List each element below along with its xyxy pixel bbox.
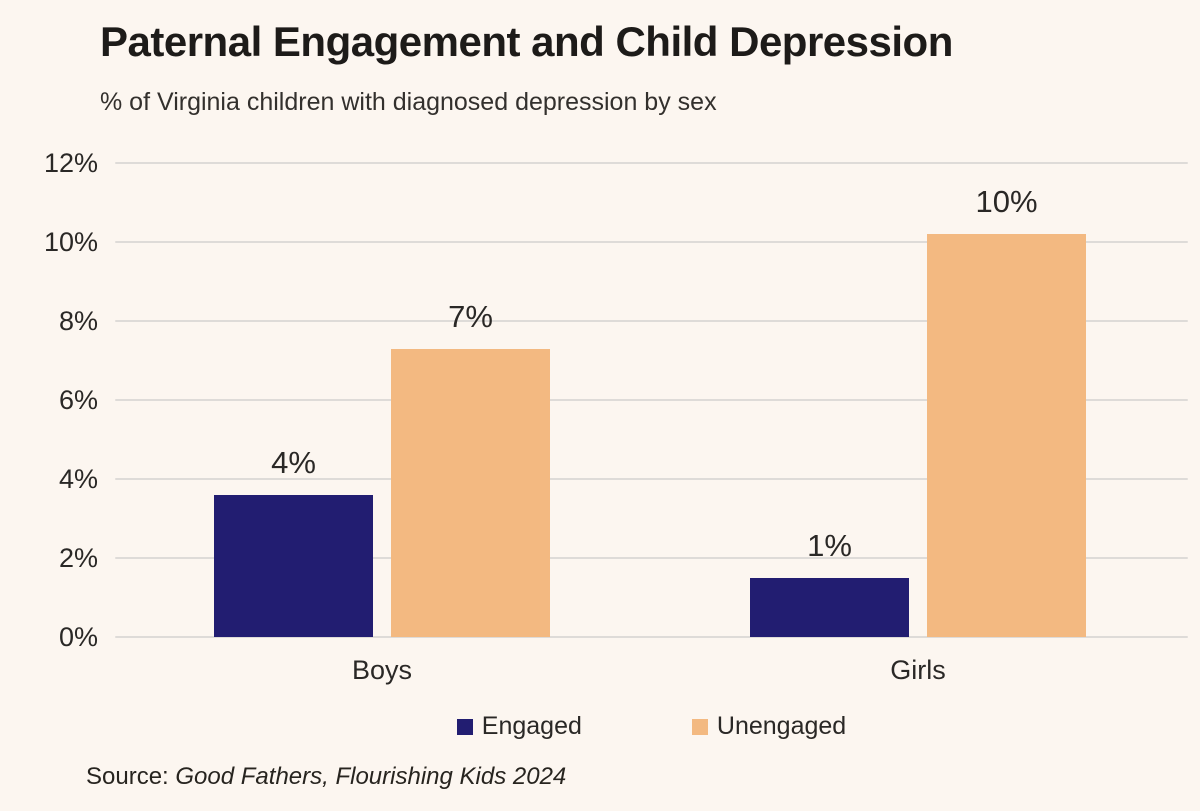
chart-title: Paternal Engagement and Child Depression xyxy=(100,18,953,65)
gridline xyxy=(115,320,1188,322)
gridline xyxy=(115,557,1188,559)
legend-label: Unengaged xyxy=(716,712,847,740)
y-tick-label: 2% xyxy=(58,543,98,573)
gridline xyxy=(115,241,1188,243)
y-tick-label: 4% xyxy=(58,464,98,494)
y-tick-label: 0% xyxy=(58,622,98,652)
gridline xyxy=(115,478,1188,480)
bar-engaged-girls xyxy=(750,577,909,637)
chart-subtitle: % of Virginia children with diagnosed de… xyxy=(100,88,717,116)
legend-label: Engaged xyxy=(481,712,582,740)
source-prefix: Source: xyxy=(86,763,176,790)
source-note: Source: Good Fathers, Flourishing Kids 2… xyxy=(86,763,566,791)
gridline xyxy=(115,399,1188,401)
legend-item-engaged: Engaged xyxy=(456,712,582,741)
x-axis-label-girls: Girls xyxy=(890,655,946,685)
bar-engaged-boys xyxy=(214,494,373,637)
legend: Engaged Unengaged xyxy=(115,712,1188,741)
y-tick-label: 8% xyxy=(58,306,98,336)
plot-area: 0% 2% 4% 6% 8% 10% 12% 4% 7% Boys 1% 10% Girls xyxy=(44,148,1188,685)
legend-swatch-unengaged xyxy=(691,718,708,735)
source-citation: Good Fathers, Flourishing Kids 2024 xyxy=(175,763,567,790)
legend-swatch-engaged xyxy=(456,718,473,735)
y-tick-label: 10% xyxy=(43,227,98,257)
bar-unengaged-girls xyxy=(927,234,1086,637)
bar-value-label: 7% xyxy=(448,298,493,334)
gridline xyxy=(115,162,1188,164)
x-axis-label-boys: Boys xyxy=(351,655,413,685)
bar-value-label: 1% xyxy=(807,527,852,563)
bar-value-label: 10% xyxy=(975,184,1038,220)
y-tick-label: 12% xyxy=(43,148,98,178)
bar-value-label: 4% xyxy=(271,444,316,480)
legend-item-unengaged: Unengaged xyxy=(691,712,847,741)
bar-unengaged-boys xyxy=(391,348,550,637)
gridline xyxy=(115,636,1188,638)
y-tick-label: 6% xyxy=(58,385,98,415)
